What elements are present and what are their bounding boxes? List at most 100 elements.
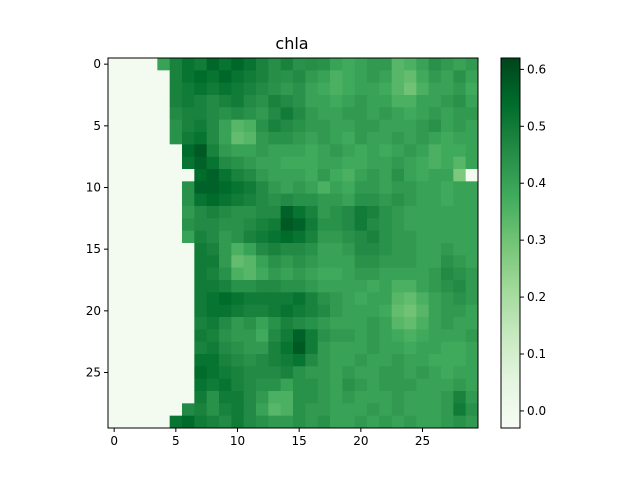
heatmap-cell [453, 181, 467, 195]
heatmap-cell [428, 280, 442, 293]
heatmap-cell [182, 107, 195, 121]
heatmap-cell [367, 341, 380, 355]
heatmap-cell [108, 329, 121, 343]
heatmap-cell [268, 144, 282, 158]
heatmap-cell [293, 341, 306, 355]
heatmap-cell [293, 378, 306, 392]
heatmap-cell [317, 391, 331, 404]
heatmap-cell [404, 119, 417, 133]
y-tick-label: 20 [86, 304, 101, 318]
heatmap-cell [330, 82, 343, 96]
heatmap-cell [268, 181, 282, 195]
heatmap-cell [256, 267, 269, 281]
heatmap-cell [404, 82, 417, 96]
heatmap-cell [132, 378, 146, 392]
heatmap-cell [453, 95, 467, 108]
heatmap-cell [293, 403, 306, 417]
heatmap-cell [441, 317, 454, 330]
heatmap-cell [317, 206, 331, 219]
heatmap-cell [280, 156, 294, 170]
heatmap-cell [256, 378, 269, 392]
heatmap-cell [293, 181, 306, 195]
heatmap-cell [453, 403, 467, 417]
heatmap-cell [416, 317, 430, 330]
heatmap-cell [391, 181, 405, 195]
heatmap-cell [280, 354, 294, 367]
heatmap-cell [379, 267, 393, 281]
heatmap-cell [169, 119, 183, 133]
heatmap-cell [428, 70, 442, 84]
heatmap-cell [243, 243, 257, 256]
heatmap-cell [145, 107, 158, 121]
heatmap-cell [367, 193, 380, 207]
heatmap-cell [379, 156, 393, 170]
heatmap-cell [120, 255, 134, 269]
heatmap-cell [342, 82, 356, 96]
heatmap-cell [391, 329, 405, 343]
heatmap-cell [416, 82, 430, 96]
heatmap-cell [182, 366, 195, 380]
x-tick-label: 15 [292, 434, 307, 448]
heatmap-cell [367, 378, 380, 392]
heatmap-cell [243, 206, 257, 219]
heatmap-cell [157, 206, 171, 219]
heatmap-cell [404, 156, 417, 170]
heatmap-cell [132, 329, 146, 343]
heatmap-cell [404, 292, 417, 306]
colorbar-tick-label: 0.6 [527, 62, 546, 76]
heatmap-cell [206, 107, 220, 121]
heatmap-cell [145, 206, 158, 219]
heatmap-cell [367, 329, 380, 343]
heatmap-cell [280, 329, 294, 343]
heatmap-cell [391, 267, 405, 281]
heatmap-cell [169, 95, 183, 108]
heatmap-cells [108, 58, 479, 429]
heatmap-cell [169, 403, 183, 417]
heatmap-cell [391, 70, 405, 84]
heatmap-cell [194, 255, 208, 269]
heatmap-cell [256, 218, 269, 232]
heatmap-cell [243, 169, 257, 182]
heatmap-cell [206, 181, 220, 195]
heatmap-cell [194, 415, 208, 429]
heatmap-cell [268, 341, 282, 355]
heatmap-cell [416, 243, 430, 256]
heatmap-cell [391, 107, 405, 121]
heatmap-cell [256, 95, 269, 108]
heatmap-cell [182, 341, 195, 355]
heatmap-cell [145, 280, 158, 293]
heatmap-cell [342, 144, 356, 158]
heatmap-cell [379, 193, 393, 207]
heatmap-cell [342, 292, 356, 306]
heatmap-cell [379, 169, 393, 182]
heatmap-cell [391, 156, 405, 170]
heatmap-cell [330, 169, 343, 182]
heatmap-cell [157, 132, 171, 145]
heatmap-cell [404, 341, 417, 355]
heatmap-cell [441, 156, 454, 170]
heatmap-cell [317, 107, 331, 121]
heatmap-cell [243, 366, 257, 380]
heatmap-cell [256, 58, 269, 71]
heatmap-cell [169, 169, 183, 182]
heatmap-cell [268, 58, 282, 71]
heatmap-cell [256, 144, 269, 158]
y-tick-label: 5 [93, 119, 101, 133]
heatmap-cell [243, 95, 257, 108]
heatmap-cell [231, 366, 245, 380]
heatmap-cell [219, 243, 232, 256]
heatmap-cell [441, 144, 454, 158]
heatmap-cell [428, 82, 442, 96]
heatmap-cell [280, 58, 294, 71]
heatmap-cell [108, 218, 121, 232]
heatmap-cell [182, 292, 195, 306]
heatmap-cell [404, 403, 417, 417]
heatmap-cell [182, 193, 195, 207]
heatmap-cell [182, 354, 195, 367]
heatmap-cell [453, 280, 467, 293]
heatmap-cell [465, 58, 479, 71]
heatmap-cell [182, 329, 195, 343]
heatmap-cell [354, 415, 368, 429]
heatmap-cell [293, 354, 306, 367]
heatmap-cell [428, 317, 442, 330]
